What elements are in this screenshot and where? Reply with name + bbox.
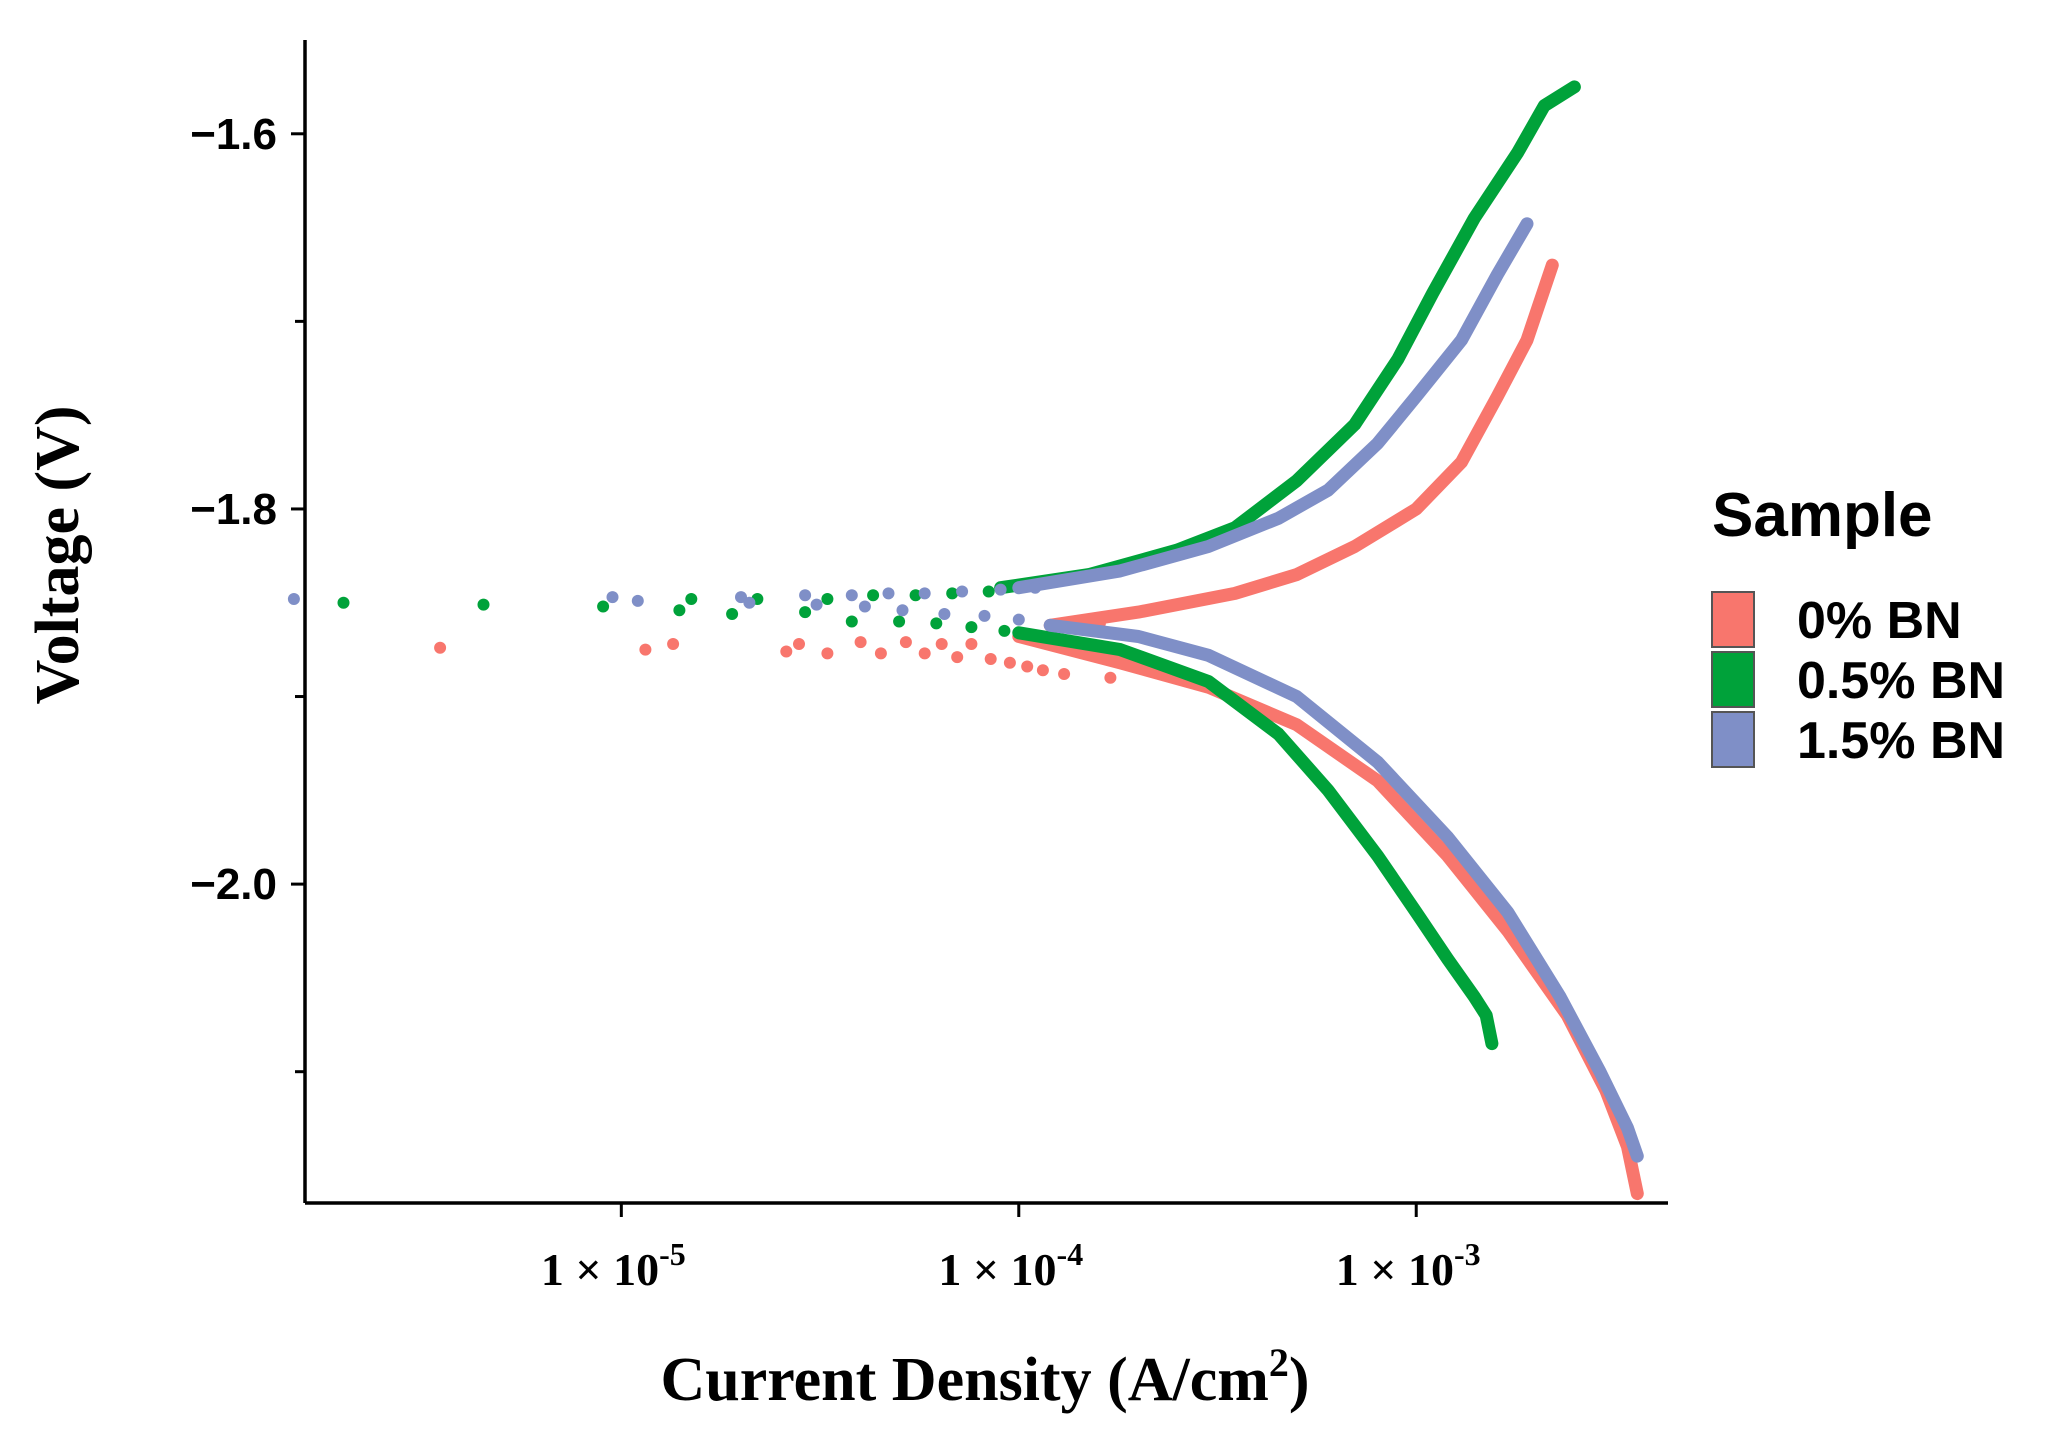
point-0-bn-5 bbox=[821, 647, 834, 660]
data-marks bbox=[287, 80, 1644, 1201]
point-1-5-bn-10 bbox=[896, 604, 909, 617]
point-1-5-bn-0 bbox=[287, 593, 300, 605]
point-1-5-bn-13 bbox=[956, 585, 969, 598]
point-1-5-bn-7 bbox=[845, 589, 858, 602]
point-0-bn-15 bbox=[1021, 660, 1034, 673]
point-0-5-bn-11 bbox=[893, 615, 906, 628]
point-1-5-bn-4 bbox=[743, 596, 756, 609]
point-0-bn-14 bbox=[1003, 656, 1016, 669]
point-1-5-bn-2 bbox=[631, 594, 644, 607]
legend-swatch-0-5-bn bbox=[1711, 651, 1755, 708]
point-0-5-bn-16 bbox=[982, 585, 995, 598]
axes bbox=[303, 40, 1668, 1205]
point-1-5-bn-5 bbox=[799, 589, 812, 602]
point-0-5-bn-3 bbox=[673, 604, 686, 617]
y-tick-label-0: −1.6 bbox=[190, 110, 277, 159]
series-0-5-bn bbox=[337, 80, 1581, 1051]
point-1-5-bn-14 bbox=[978, 609, 991, 622]
point-0-bn-0 bbox=[434, 641, 447, 654]
point-0-bn-11 bbox=[951, 651, 964, 664]
point-0-5-bn-1 bbox=[477, 598, 490, 611]
legend-items: 0% BN0.5% BN1.5% BN bbox=[1711, 591, 2005, 770]
legend: Sample 0% BN0.5% BN1.5% BN bbox=[1711, 481, 2005, 770]
point-0-5-bn-0 bbox=[337, 596, 350, 609]
x-tick-label-0: 1 × 10-5 bbox=[541, 1236, 686, 1295]
point-1-5-bn-17 bbox=[1029, 581, 1042, 594]
point-1-5-bn-11 bbox=[918, 587, 931, 600]
legend-swatch-1-5-bn bbox=[1711, 711, 1755, 768]
y-tick-label-1: −1.8 bbox=[190, 485, 277, 534]
point-0-bn-3 bbox=[780, 645, 793, 658]
point-0-5-bn-14 bbox=[946, 587, 959, 600]
point-0-bn-17 bbox=[1058, 668, 1071, 680]
legend-label-0-bn: 0% BN bbox=[1797, 592, 1962, 650]
point-0-bn-20 bbox=[1104, 671, 1117, 684]
point-0-bn-4 bbox=[793, 638, 805, 650]
curve-1-5-bn-cathodic bbox=[1043, 618, 1644, 1163]
point-0-5-bn-5 bbox=[726, 608, 739, 620]
curve-1-5-bn-anodic bbox=[1012, 217, 1534, 595]
point-0-5-bn-4 bbox=[685, 593, 698, 605]
point-0-bn-8 bbox=[899, 636, 912, 649]
point-0-5-bn-10 bbox=[867, 589, 880, 602]
x-tick-label-1: 1 × 10-4 bbox=[938, 1236, 1083, 1295]
point-0-bn-13 bbox=[984, 653, 997, 665]
point-1-5-bn-12 bbox=[938, 608, 951, 620]
point-0-5-bn-8 bbox=[821, 593, 834, 605]
point-0-bn-2 bbox=[667, 638, 680, 650]
point-0-bn-16 bbox=[1036, 664, 1049, 677]
point-1-5-bn-9 bbox=[882, 587, 895, 600]
legend-title: Sample bbox=[1712, 481, 1933, 550]
point-0-5-bn-15 bbox=[965, 621, 978, 634]
point-0-5-bn-13 bbox=[930, 617, 943, 630]
point-0-5-bn-17 bbox=[998, 624, 1011, 637]
x-tick-label-2: 1 × 10-3 bbox=[1336, 1236, 1481, 1295]
point-1-5-bn-15 bbox=[994, 583, 1007, 596]
curve-0-5-bn-cathodic bbox=[1012, 626, 1499, 1051]
point-0-bn-6 bbox=[854, 636, 867, 649]
legend-label-1-5-bn: 1.5% BN bbox=[1797, 712, 2005, 770]
point-0-5-bn-12 bbox=[909, 589, 922, 602]
y-tick-label-2: −2.0 bbox=[190, 860, 277, 909]
point-0-bn-12 bbox=[965, 638, 978, 650]
series-1-5-bn bbox=[287, 217, 1644, 1163]
point-1-5-bn-16 bbox=[1012, 613, 1025, 626]
point-0-bn-7 bbox=[874, 647, 887, 660]
ticks: −1.6 −1.8 −2.0 1 × 10-5 1 × 10-4 1 × 10-3 bbox=[190, 110, 1481, 1295]
x-axis-title: Current Density (A/cm2) bbox=[660, 1340, 1309, 1414]
series-0-bn bbox=[434, 258, 1644, 1201]
point-0-5-bn-7 bbox=[799, 606, 812, 619]
legend-swatch-0-bn bbox=[1711, 591, 1755, 648]
point-0-bn-10 bbox=[935, 638, 948, 650]
point-0-bn-1 bbox=[639, 643, 652, 656]
point-1-5-bn-6 bbox=[810, 598, 823, 611]
curve-0-bn-anodic bbox=[1043, 258, 1559, 632]
y-axis-title: Voltage (V) bbox=[24, 405, 92, 704]
point-1-5-bn-8 bbox=[858, 600, 871, 613]
point-1-5-bn-1 bbox=[606, 591, 619, 604]
point-0-5-bn-2 bbox=[597, 600, 610, 613]
point-0-bn-9 bbox=[918, 647, 931, 660]
legend-label-0-5-bn: 0.5% BN bbox=[1797, 652, 2005, 710]
point-0-5-bn-9 bbox=[845, 615, 858, 628]
